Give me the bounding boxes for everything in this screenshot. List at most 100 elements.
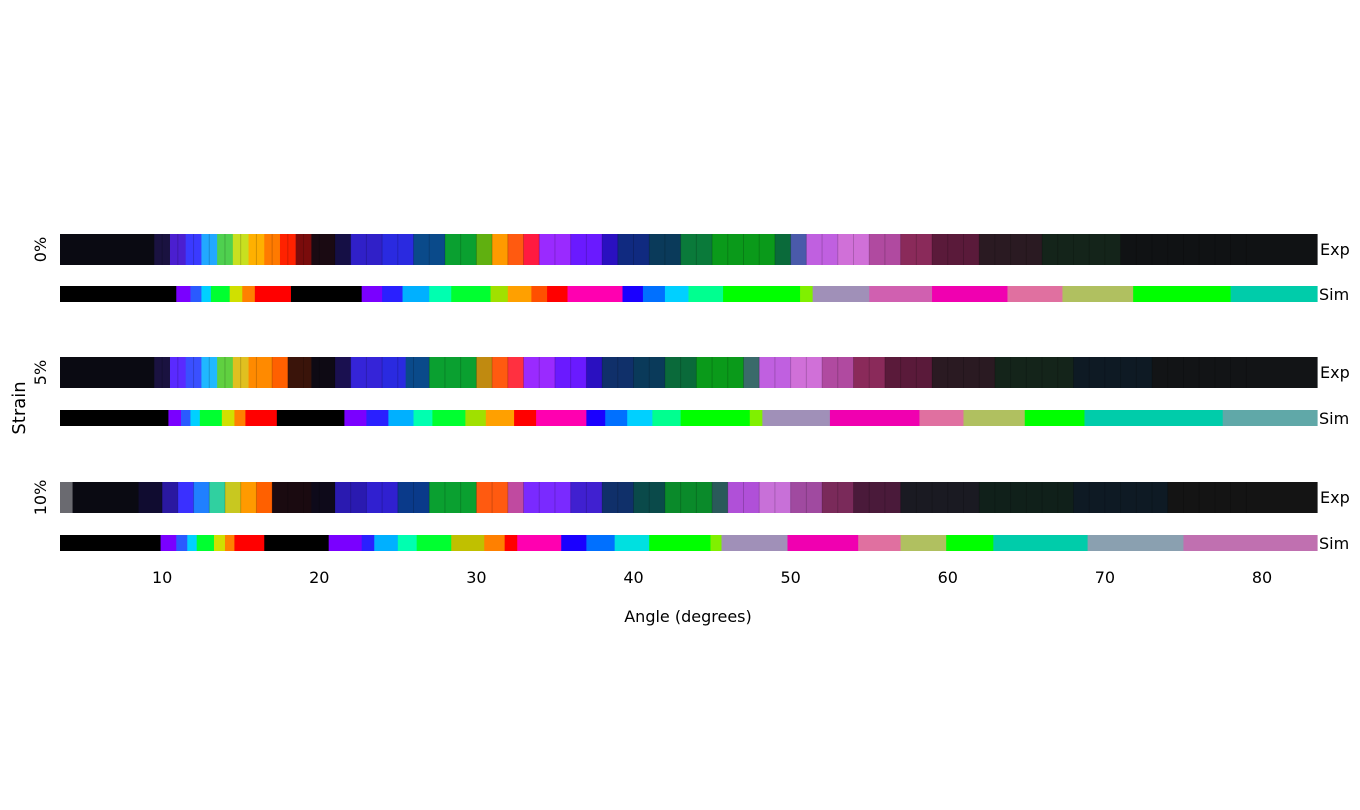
- sim-band: [614, 535, 650, 551]
- strain-row-label: 10%: [31, 480, 50, 516]
- exp-band: [240, 482, 258, 513]
- exp-band: [476, 234, 493, 265]
- sim-band: [416, 535, 452, 551]
- exp-band: [712, 482, 729, 513]
- strain-row: Exp Sim 0%: [31, 234, 1350, 304]
- sim-band: [1087, 535, 1185, 551]
- exp-band: [554, 357, 587, 388]
- sim-band: [1084, 410, 1224, 426]
- sim-band: [1230, 286, 1318, 302]
- sim-band: [374, 535, 399, 551]
- exp-band: [413, 234, 446, 265]
- sim-band: [664, 286, 690, 302]
- sim-band: [622, 286, 644, 302]
- exp-band: [279, 234, 297, 265]
- exp-band: [350, 357, 383, 388]
- exp-label: Exp: [1320, 488, 1350, 507]
- sim-band: [60, 535, 162, 551]
- sim-band: [187, 535, 198, 551]
- sim-band: [812, 286, 870, 302]
- sim-band: [561, 535, 587, 551]
- exp-band: [256, 482, 273, 513]
- sim-band: [234, 410, 247, 426]
- sim-band: [190, 410, 201, 426]
- sim-band: [869, 286, 933, 302]
- exp-band: [60, 357, 155, 388]
- exp-band: [264, 234, 281, 265]
- exp-band: [602, 482, 635, 513]
- exp-band: [523, 234, 540, 265]
- exp-band: [429, 357, 477, 388]
- exp-band: [201, 357, 218, 388]
- sim-band: [586, 535, 616, 551]
- x-tick-label: 60: [938, 568, 958, 587]
- sim-band: [60, 410, 170, 426]
- sim-band: [649, 535, 712, 551]
- sim-band: [993, 535, 1089, 551]
- exp-band: [932, 234, 980, 265]
- x-tick-label: 10: [152, 568, 172, 587]
- exp-band: [743, 357, 760, 388]
- exp-band: [570, 482, 603, 513]
- sim-band: [264, 535, 330, 551]
- sim-label: Sim: [1319, 409, 1349, 428]
- sim-band: [160, 535, 177, 551]
- exp-band: [539, 234, 572, 265]
- exp-band: [837, 234, 870, 265]
- exp-strip: [60, 357, 1318, 388]
- sim-band: [397, 535, 418, 551]
- exp-band: [311, 357, 336, 388]
- sim-strip: [60, 410, 1318, 426]
- exp-band: [602, 234, 619, 265]
- exp-band: [523, 357, 556, 388]
- exp-band: [193, 482, 210, 513]
- exp-band: [248, 234, 265, 265]
- exp-band: [60, 482, 74, 513]
- sim-band: [328, 535, 363, 551]
- exp-label: Exp: [1320, 240, 1350, 259]
- exp-band: [185, 357, 203, 388]
- sim-strip: [60, 535, 1318, 551]
- sim-band: [721, 535, 789, 551]
- sim-band: [507, 286, 532, 302]
- sim-band: [361, 286, 383, 302]
- sim-band: [490, 286, 509, 302]
- sim-band: [531, 286, 548, 302]
- exp-band: [696, 357, 745, 388]
- exp-band: [884, 357, 933, 388]
- strip-rows: Exp Sim 0% Exp Sim 5% Exp Sim 10%: [31, 234, 1350, 553]
- strain-row-label: 5%: [31, 360, 50, 385]
- exp-band: [507, 357, 525, 388]
- sim-band: [451, 286, 492, 302]
- sim-band: [402, 286, 430, 302]
- exp-strip: [60, 482, 1318, 513]
- exp-band: [633, 482, 666, 513]
- exp-band: [790, 234, 807, 265]
- exp-band: [1042, 234, 1122, 265]
- exp-band: [586, 357, 603, 388]
- exp-band: [334, 357, 352, 388]
- sim-band: [517, 535, 562, 551]
- exp-band: [727, 482, 760, 513]
- exp-band: [900, 482, 980, 513]
- sim-band: [344, 410, 367, 426]
- sim-band: [190, 286, 203, 302]
- sim-band: [201, 286, 212, 302]
- exp-band: [759, 482, 792, 513]
- sim-band: [382, 286, 404, 302]
- y-axis-label: Strain: [9, 381, 30, 434]
- exp-band: [492, 234, 509, 265]
- exp-band: [664, 482, 713, 513]
- sim-band: [688, 286, 724, 302]
- exp-band: [664, 357, 697, 388]
- exp-band: [633, 357, 666, 388]
- exp-band: [232, 234, 250, 265]
- exp-band: [169, 234, 187, 265]
- exp-band: [869, 234, 902, 265]
- exp-band: [366, 482, 399, 513]
- exp-band: [649, 234, 682, 265]
- sim-band: [199, 410, 223, 426]
- exp-band: [1073, 357, 1153, 388]
- sim-band: [762, 410, 831, 426]
